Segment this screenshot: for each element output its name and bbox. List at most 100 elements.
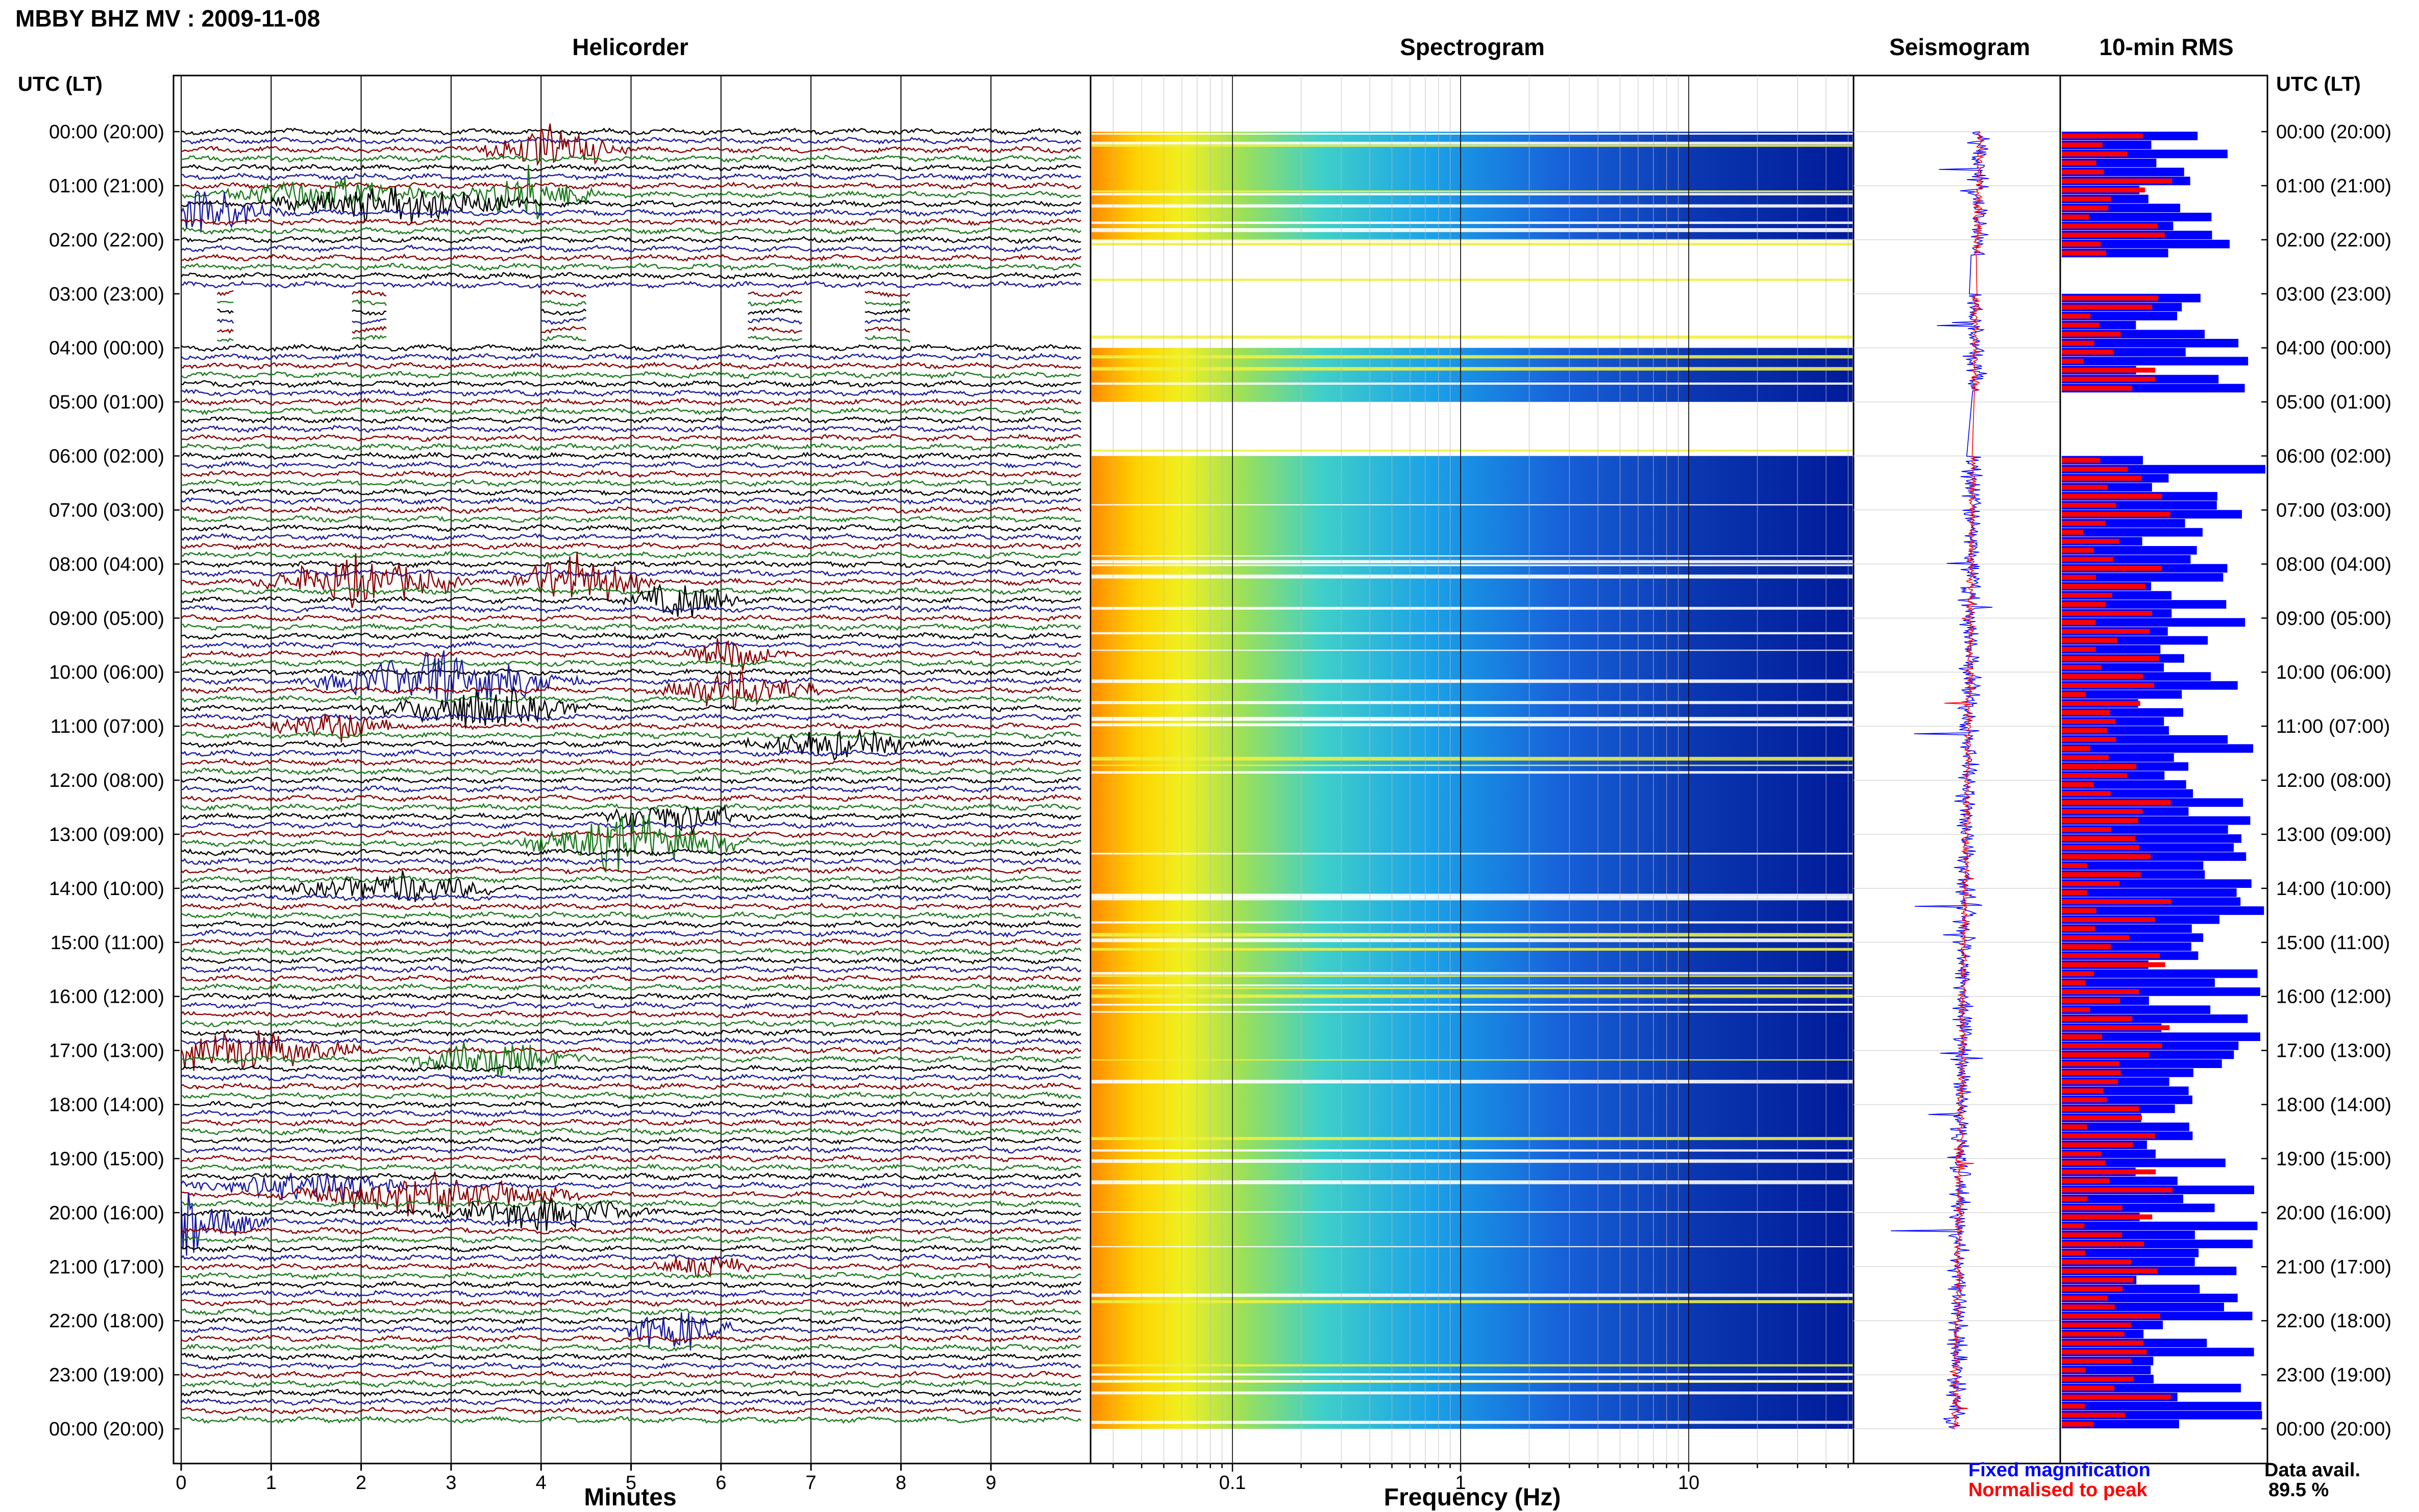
rms-bar-normalised — [2062, 151, 2128, 157]
rms-bar-normalised — [2062, 548, 2094, 553]
rms-bar-normalised — [2062, 178, 2172, 184]
spectrogram-streak — [1092, 1373, 1853, 1376]
helicorder-trace — [181, 1198, 1081, 1231]
rms-bar-normalised — [2062, 1403, 2085, 1409]
rms-bar-normalised — [2062, 1151, 2101, 1157]
rms-bar-normalised — [2062, 836, 2136, 841]
helicorder-trace — [181, 226, 1081, 235]
helicorder-trace — [540, 290, 586, 298]
helicorder-tick-label: 6 — [715, 1472, 726, 1494]
rms-bar-normalised — [2062, 1205, 2122, 1210]
rms-bar-normalised — [2062, 1412, 2125, 1418]
rms-bar-fixed — [2062, 906, 2264, 915]
time-label-right: 06:00 (02:00) — [2276, 446, 2391, 467]
rms-bar-normalised — [2062, 998, 2120, 1003]
helicorder-trace — [181, 1199, 1081, 1208]
rms-bar-normalised — [2062, 476, 2141, 481]
helicorder-trace — [181, 804, 1081, 835]
rms-bar-fixed — [2062, 861, 2204, 870]
helicorder-trace — [217, 301, 234, 304]
time-label-right: 03:00 (23:00) — [2276, 284, 2391, 305]
helicorder-trace — [181, 506, 1081, 514]
spectrogram-streak — [1092, 417, 1853, 422]
helicorder-tick-label: 8 — [896, 1472, 906, 1494]
rms-bar-normalised — [2062, 1232, 2122, 1237]
helicorder-trace — [181, 587, 1081, 596]
rms-bar-normalised — [2062, 1367, 2086, 1373]
helicorder-trace — [181, 1307, 1081, 1316]
spectrogram-streak — [1092, 574, 1853, 579]
helicorder-trace — [181, 638, 1081, 671]
rms-bar-normalised — [2062, 565, 2162, 571]
spectrogram-streak — [1092, 426, 1853, 430]
helicorder-trace — [352, 318, 387, 325]
rms-panel — [2059, 75, 2268, 1465]
rms-bar-normalised — [2062, 665, 2102, 670]
rms-bar-normalised — [2062, 331, 2121, 337]
time-label-right: 17:00 (13:00) — [2276, 1040, 2391, 1062]
helicorder-trace — [181, 434, 1081, 442]
helicorder-trace — [181, 757, 1081, 767]
helicorder-trace — [181, 244, 1081, 254]
time-label-right: 11:00 (07:00) — [2276, 716, 2390, 737]
rms-bar-normalised — [2062, 818, 2138, 823]
helicorder-trace — [865, 326, 910, 333]
rms-bar-normalised — [2062, 1025, 2170, 1030]
time-label-right: 20:00 (16:00) — [2276, 1202, 2391, 1224]
helicorder-trace — [181, 524, 1081, 533]
helicorder-trace — [181, 1019, 1081, 1028]
spectrogram-streak — [1092, 144, 1853, 147]
spectrogram-streak — [1092, 1159, 1853, 1163]
time-label-left: 08:00 (04:00) — [49, 554, 164, 575]
rms-bar-normalised — [2062, 980, 2086, 985]
helicorder-trace — [181, 929, 1081, 938]
helicorder-trace — [181, 713, 1081, 742]
rms-bar-normalised — [2062, 205, 2109, 211]
helicorder-tick-label: 5 — [626, 1472, 636, 1494]
helicorder-trace — [181, 1352, 1081, 1361]
spectrogram-streak — [1092, 242, 1853, 246]
rms-bar-normalised — [2062, 367, 2156, 373]
rms-bar-normalised — [2062, 187, 2145, 193]
time-label-left: 05:00 (01:00) — [49, 392, 164, 413]
rms-bar-normalised — [2062, 1133, 2156, 1138]
helicorder-panel: 0 1 2 3 4 5 6 7 8 9 — [172, 75, 1092, 1494]
helicorder-trace — [181, 361, 1081, 370]
rms-bar-normalised — [2062, 746, 2090, 751]
helicorder-trace — [181, 1255, 1081, 1279]
spectrogram-streak — [1092, 310, 1853, 312]
rms-bar-normalised — [2062, 575, 2096, 580]
helicorder-trace — [181, 623, 1081, 632]
rms-bar-normalised — [2062, 1016, 2133, 1022]
spectrogram-streak — [1092, 757, 1853, 761]
helicorder-trace — [181, 397, 1081, 407]
time-label-left: 18:00 (14:00) — [49, 1095, 164, 1116]
spectrogram-streak — [1092, 306, 1853, 310]
rms-bar-normalised — [2062, 1061, 2119, 1067]
spectrogram-streak — [1092, 764, 1853, 766]
time-label-right: 14:00 (10:00) — [2276, 878, 2391, 900]
helicorder-trace — [747, 308, 802, 315]
time-label-right: 19:00 (15:00) — [2276, 1148, 2391, 1170]
helicorder-trace — [864, 300, 910, 307]
helicorder-trace — [217, 329, 234, 334]
spectrogram-streak — [1092, 133, 1853, 135]
rms-bar-normalised — [2062, 358, 2084, 364]
helicorder-trace — [181, 669, 1081, 710]
spectrogram-streak — [1092, 679, 1853, 683]
time-label-right: 05:00 (01:00) — [2276, 392, 2391, 413]
rms-bar-normalised — [2062, 845, 2139, 850]
legend-fixed-magnification: Fixed magnification — [1968, 1459, 2151, 1481]
rms-bar-normalised — [2062, 466, 2128, 472]
rms-bar-normalised — [2062, 971, 2094, 976]
rms-bar-normalised — [2062, 737, 2116, 742]
helicorder-trace — [181, 614, 1081, 622]
helicorder-trace — [181, 668, 1081, 677]
helicorder-trace — [181, 911, 1081, 920]
helicorder-trace — [181, 605, 1081, 613]
helicorder-trace — [181, 1226, 1081, 1235]
rms-bar-fixed — [2062, 969, 2258, 978]
helicorder-trace — [181, 1415, 1081, 1424]
rms-bar-normalised — [2062, 728, 2107, 733]
time-label-left: 01:00 (21:00) — [49, 176, 164, 197]
